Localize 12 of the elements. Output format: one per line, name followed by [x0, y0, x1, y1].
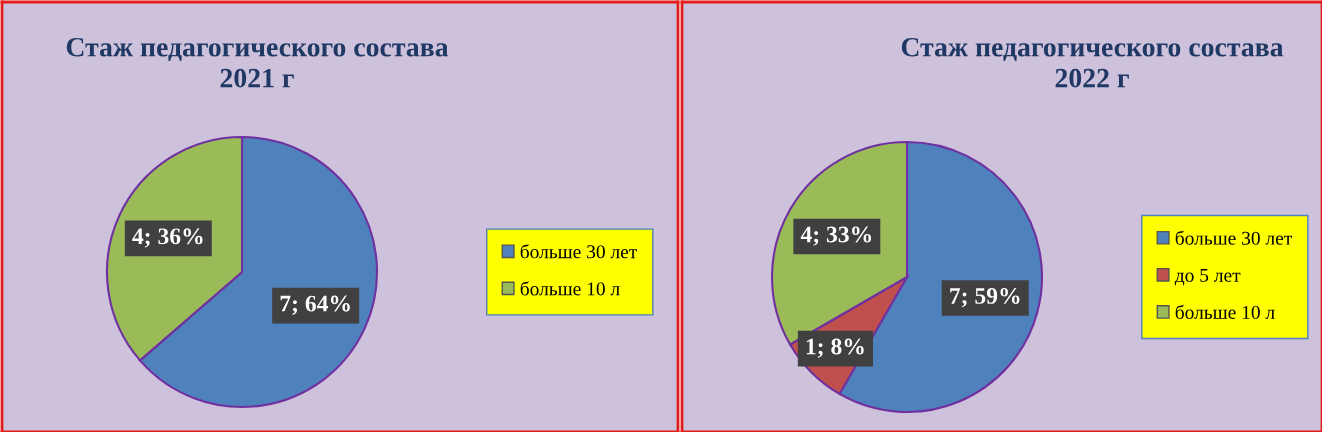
legend-label: до 5 лет — [1174, 268, 1241, 286]
legend-label: больше 30 лет — [1175, 230, 1293, 245]
legend-label: больше 10 л — [520, 281, 620, 296]
legend-label: больше 10 л — [1175, 304, 1275, 319]
legend-label: больше 30 лет — [520, 244, 638, 259]
data-label: 7; 59% — [950, 287, 1020, 308]
chart-title: Стаж педагогического состава 2021 г — [66, 37, 449, 88]
chart-title: Стаж педагогического состава 2022 г — [901, 37, 1284, 88]
data-label: 7; 64% — [280, 295, 350, 315]
data-label: 4; 36% — [132, 228, 203, 248]
data-label: 1; 8% — [806, 338, 864, 358]
data-label: 4; 33% — [800, 226, 872, 246]
